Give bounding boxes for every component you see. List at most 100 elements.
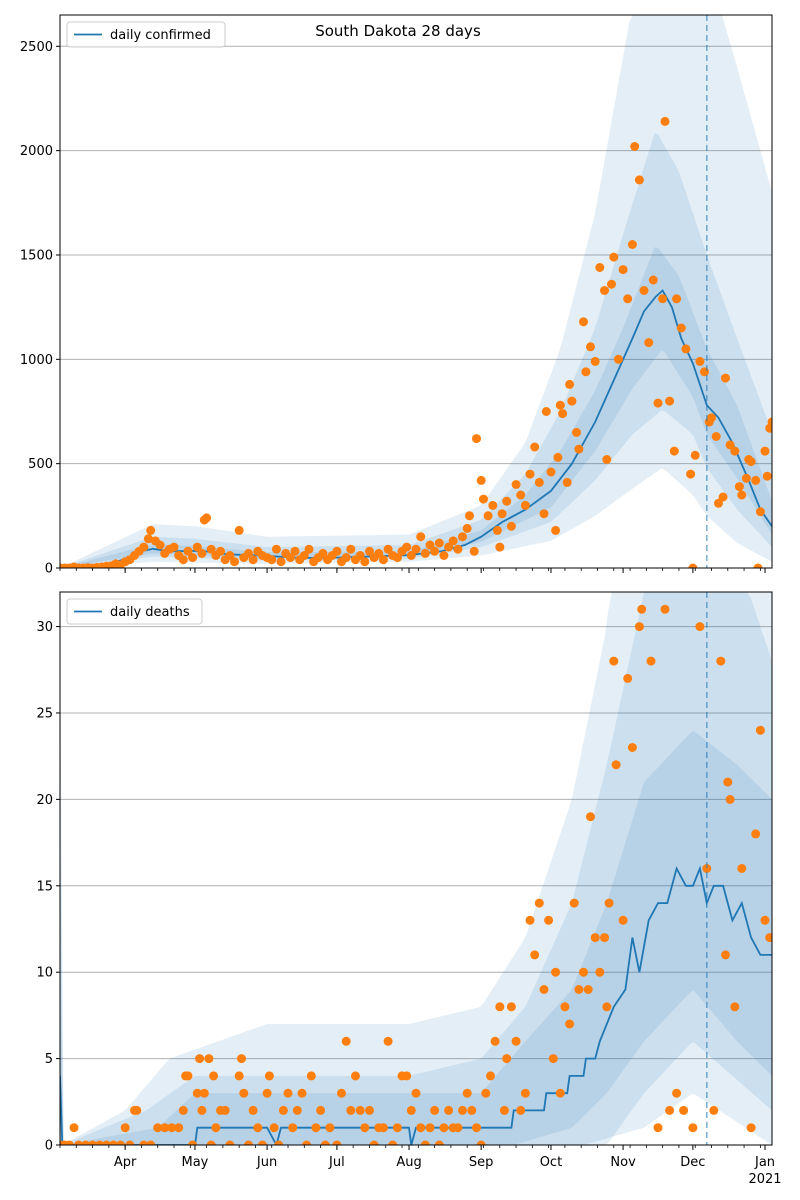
observed-point xyxy=(730,1002,740,1012)
observed-point xyxy=(623,673,633,683)
observed-point xyxy=(453,1123,463,1133)
observed-point xyxy=(627,240,637,249)
observed-point xyxy=(88,1140,98,1145)
legend: daily confirmed xyxy=(66,21,226,48)
legend-label: daily deaths xyxy=(110,605,190,620)
observed-point xyxy=(139,542,149,552)
observed-point xyxy=(234,525,244,535)
observed-point xyxy=(220,1105,230,1115)
observed-point xyxy=(304,544,314,554)
observed-point xyxy=(378,1123,388,1133)
observed-point xyxy=(262,1088,272,1098)
observed-point xyxy=(462,523,472,533)
observed-point xyxy=(276,557,286,567)
observed-point xyxy=(406,1105,416,1115)
observed-point xyxy=(586,342,595,352)
observed-point xyxy=(634,622,644,632)
observed-point xyxy=(383,1036,393,1046)
observed-point xyxy=(195,1054,205,1064)
observed-point xyxy=(472,434,481,444)
observed-point xyxy=(492,525,502,535)
observed-point xyxy=(530,442,540,452)
observed-point xyxy=(634,175,644,185)
x-tick-label: Jul xyxy=(328,1155,345,1170)
observed-point xyxy=(116,1140,125,1145)
observed-point xyxy=(560,1002,570,1012)
y-tick-label: 0 xyxy=(45,1139,53,1154)
observed-point xyxy=(718,492,728,502)
observed-point xyxy=(355,1105,365,1115)
observed-point xyxy=(607,279,616,289)
uncertainty-band-2 xyxy=(60,592,772,1145)
observed-point xyxy=(216,546,225,556)
observed-point xyxy=(290,546,300,556)
observed-point xyxy=(153,1123,163,1133)
observed-point xyxy=(458,1105,467,1115)
observed-point xyxy=(562,477,572,487)
observed-point xyxy=(360,1123,370,1133)
observed-point xyxy=(688,1123,698,1133)
observed-point xyxy=(579,967,588,977)
observed-point xyxy=(264,1071,274,1081)
y-tick-label: 20 xyxy=(36,793,53,808)
observed-point xyxy=(565,379,575,389)
observed-point xyxy=(602,455,612,464)
legend-label: daily confirmed xyxy=(110,28,211,43)
observed-point xyxy=(283,1088,293,1098)
observed-point xyxy=(595,967,605,977)
observed-point xyxy=(285,553,295,563)
y-tick-label: 0 xyxy=(45,562,53,577)
observed-point xyxy=(197,1105,207,1115)
observed-point xyxy=(465,511,474,521)
y-tick-label: 500 xyxy=(28,457,53,472)
axes-frame xyxy=(59,591,773,1146)
observed-point xyxy=(439,551,449,560)
observed-point xyxy=(462,1088,472,1098)
observed-point xyxy=(741,473,751,483)
observed-point xyxy=(253,1123,263,1133)
observed-point xyxy=(639,286,649,295)
observed-point xyxy=(365,546,374,556)
observed-point xyxy=(369,1140,379,1145)
x-tick-label: May xyxy=(182,1155,209,1170)
x-tick-label: Nov xyxy=(610,1155,636,1170)
observed-point xyxy=(274,1140,284,1145)
observed-point xyxy=(569,898,579,908)
observed-point xyxy=(751,475,761,485)
observed-point xyxy=(725,440,735,450)
y-tick-label: 5 xyxy=(45,1052,53,1067)
observed-point xyxy=(160,1123,170,1133)
observed-point xyxy=(709,1105,719,1115)
observed-point xyxy=(109,1140,118,1145)
uncertainty-band-3 xyxy=(60,730,772,1145)
observed-point xyxy=(416,1123,426,1133)
observed-point xyxy=(337,1088,346,1098)
observed-point xyxy=(609,656,619,666)
plot-area xyxy=(60,15,772,568)
observed-point xyxy=(511,480,521,489)
observed-point xyxy=(676,323,686,333)
observed-point xyxy=(346,1105,356,1115)
observed-point xyxy=(383,544,393,554)
observed-point xyxy=(579,317,588,327)
observed-point xyxy=(211,1123,221,1133)
observed-point xyxy=(120,1123,130,1133)
observed-point xyxy=(174,1123,184,1133)
observed-point xyxy=(392,553,402,563)
observed-point xyxy=(548,1054,558,1064)
observed-point xyxy=(416,532,426,542)
observed-point xyxy=(746,457,756,467)
observed-point xyxy=(453,544,463,554)
observed-point xyxy=(567,396,577,406)
observed-point xyxy=(374,548,384,558)
x-tick-label: Oct xyxy=(540,1155,562,1170)
observed-point xyxy=(132,1105,142,1115)
observed-point xyxy=(411,544,421,554)
observed-point xyxy=(695,356,705,366)
observed-point xyxy=(730,446,740,456)
observed-point xyxy=(225,551,235,560)
observed-point xyxy=(637,604,647,614)
observed-point xyxy=(767,933,772,943)
observed-point xyxy=(206,1140,216,1145)
